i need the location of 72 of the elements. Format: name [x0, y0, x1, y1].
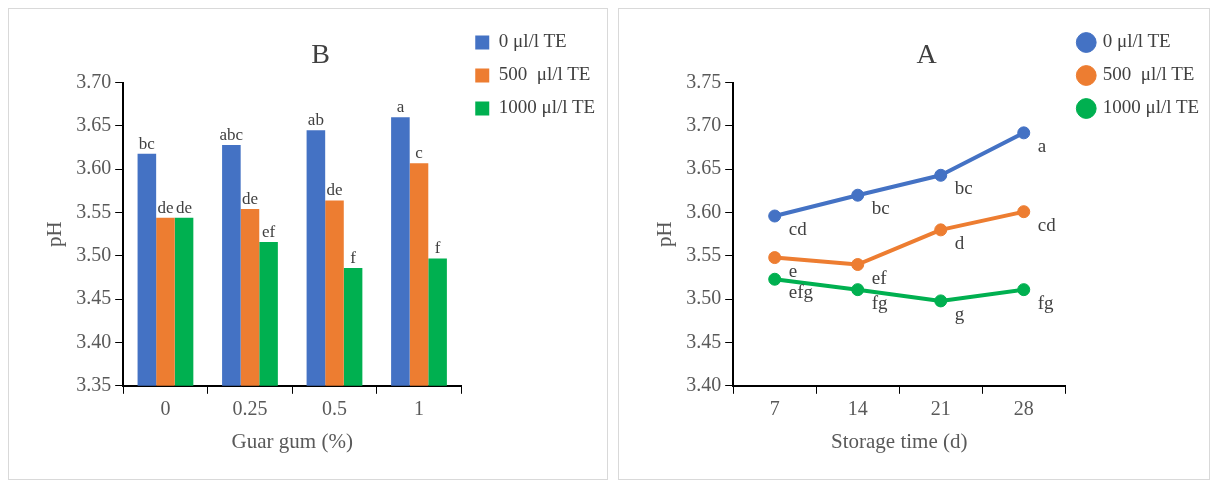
- legend-label: 1000 μl/l TE: [1102, 96, 1200, 118]
- y-tick-label: 3.60: [686, 199, 722, 222]
- y-tick-label: 3.75: [686, 69, 722, 92]
- data-label: cd: [1037, 213, 1057, 235]
- point: [851, 188, 865, 202]
- y-tick-label: 3.35: [76, 373, 112, 396]
- data-label: ef: [261, 221, 276, 241]
- data-label: a: [1037, 134, 1047, 156]
- x-tick-label: 0.25: [232, 397, 268, 420]
- data-label: de: [241, 189, 258, 209]
- x-tick-label: 0.5: [321, 397, 347, 420]
- x-tick-label: 7: [769, 397, 780, 420]
- data-label: cd: [788, 217, 808, 239]
- y-tick-label: 3.55: [76, 199, 112, 222]
- legend-label: 0 μl/l TE: [1102, 30, 1171, 52]
- point: [1017, 205, 1031, 219]
- y-tick-label: 3.65: [686, 156, 722, 179]
- chart-title: A: [916, 38, 938, 70]
- point: [934, 294, 948, 308]
- data-label: bc: [954, 177, 973, 199]
- point: [1017, 283, 1031, 297]
- data-label: de: [176, 197, 193, 217]
- legend-label: 1000 μl/l TE: [498, 96, 596, 118]
- legend-label: 500 μl/l TE: [1102, 63, 1195, 85]
- legend-label: 500 μl/l TE: [498, 63, 591, 85]
- data-label: g: [954, 302, 965, 324]
- y-tick-label: 3.45: [686, 329, 722, 352]
- data-label: ab: [307, 110, 324, 130]
- y-axis-title: pH: [42, 221, 67, 248]
- y-axis-title: pH: [652, 221, 677, 248]
- data-label: f: [350, 247, 357, 267]
- x-tick-label: 1: [413, 397, 424, 420]
- data-label: efg: [788, 281, 814, 303]
- x-axis-title: Guar gum (%): [231, 428, 353, 453]
- data-label: bc: [871, 197, 890, 219]
- y-tick-label: 3.65: [76, 113, 112, 136]
- y-tick-label: 3.40: [76, 329, 112, 352]
- point: [768, 209, 782, 223]
- point: [768, 251, 782, 265]
- point: [851, 283, 865, 297]
- y-tick-label: 3.50: [76, 243, 112, 266]
- point: [1017, 126, 1031, 140]
- y-tick-label: 3.40: [686, 373, 722, 396]
- y-tick-label: 3.70: [686, 113, 722, 136]
- y-tick-label: 3.55: [686, 243, 722, 266]
- y-tick-label: 3.70: [76, 69, 112, 92]
- x-tick-label: 0: [160, 397, 171, 420]
- data-label: d: [954, 231, 965, 253]
- x-tick-label: 28: [1013, 397, 1034, 420]
- y-tick-label: 3.45: [76, 286, 112, 309]
- point: [851, 258, 865, 272]
- data-label: a: [396, 97, 405, 117]
- data-label: e: [788, 259, 798, 281]
- data-label: de: [157, 197, 174, 217]
- data-label: ef: [871, 266, 888, 288]
- x-tick-label: 21: [930, 397, 951, 420]
- point: [934, 223, 948, 237]
- data-label: fg: [871, 291, 889, 313]
- data-label: c: [415, 143, 424, 163]
- point: [934, 168, 948, 182]
- data-label: de: [326, 180, 343, 200]
- data-label: f: [434, 238, 441, 258]
- legend-label: 0 μl/l TE: [498, 30, 567, 52]
- x-tick-label: 14: [847, 397, 868, 420]
- point: [768, 272, 782, 286]
- data-label: bc: [138, 133, 156, 153]
- chart-title: B: [311, 38, 330, 70]
- y-tick-label: 3.50: [686, 286, 722, 309]
- x-axis-title: Storage time (d): [830, 428, 968, 453]
- y-tick-label: 3.60: [76, 156, 112, 179]
- data-label: abc: [219, 124, 244, 144]
- data-label: fg: [1037, 291, 1055, 313]
